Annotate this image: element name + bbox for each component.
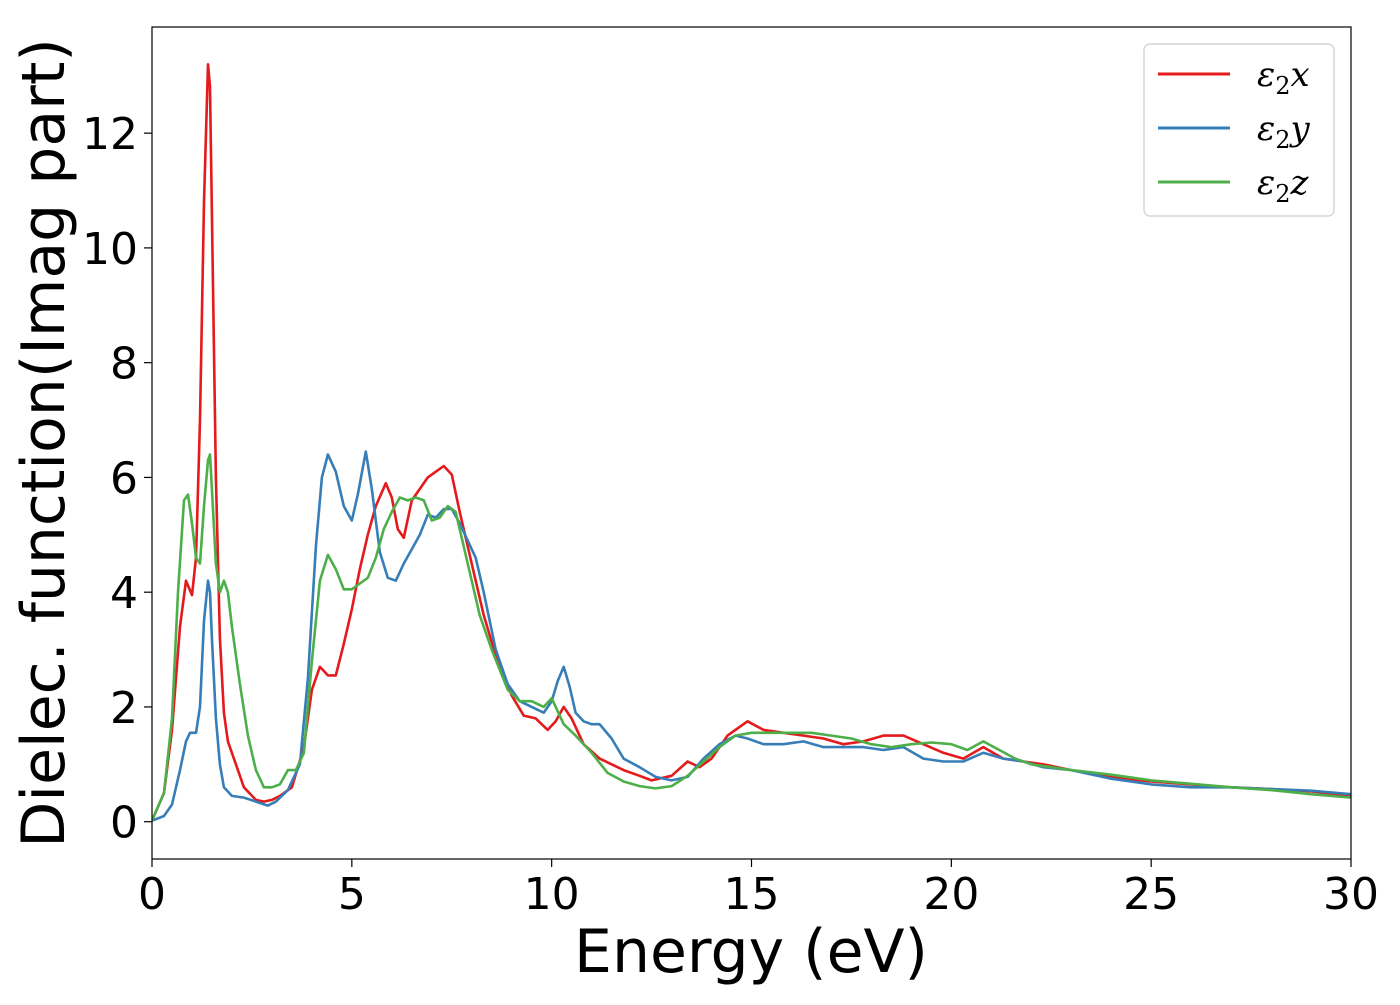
series-line-x: [152, 63, 1351, 822]
legend: ε2x ε2y ε2z: [1143, 43, 1335, 217]
y-tick-label: 2: [110, 683, 138, 734]
y-tick-label: 6: [110, 453, 138, 504]
x-tick-label: 25: [1123, 869, 1179, 920]
x-tick-label: 15: [724, 869, 780, 920]
legend-label-y: ε2y: [1257, 109, 1311, 154]
x-tick-label: 30: [1323, 869, 1379, 920]
x-tick-label: 10: [524, 869, 580, 920]
x-axis-ticks: 0 5 10 15 20 25 30: [138, 859, 1379, 920]
y-tick-label: 10: [82, 224, 138, 275]
legend-box: [1143, 43, 1335, 217]
y-tick-label: 4: [110, 568, 138, 619]
x-tick-label: 5: [338, 869, 366, 920]
series-line-y: [152, 450, 1351, 822]
series-line-z: [152, 453, 1351, 822]
y-tick-label: 8: [110, 339, 138, 390]
y-axis-ticks: 0 2 4 6 8 10 12: [82, 109, 152, 849]
y-tick-label: 12: [82, 109, 138, 160]
y-tick-label: 0: [110, 798, 138, 849]
y-axis-label: Dielec. function(Imag part): [9, 38, 79, 848]
series-lines: [152, 63, 1351, 822]
legend-label-z: ε2z: [1257, 163, 1310, 208]
x-axis-label: Energy (eV): [574, 917, 928, 987]
x-tick-label: 0: [138, 869, 166, 920]
x-tick-label: 20: [923, 869, 979, 920]
legend-label-x: ε2x: [1257, 55, 1310, 100]
